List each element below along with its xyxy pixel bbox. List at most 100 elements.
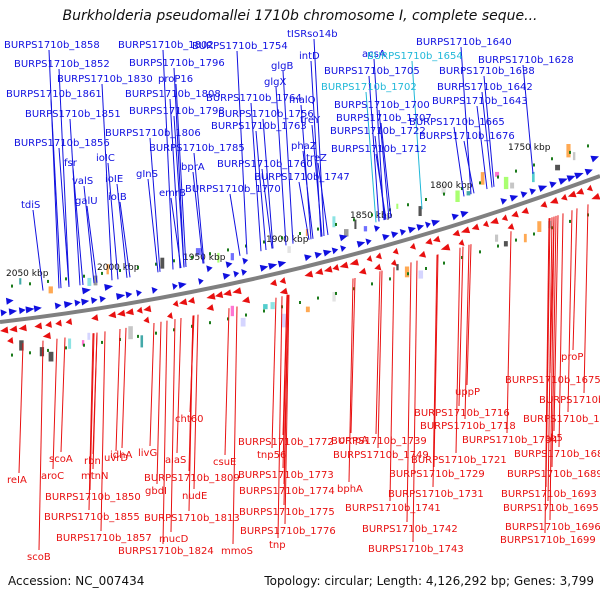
gene-arrow <box>242 257 249 265</box>
tick-mark <box>29 282 31 286</box>
leader-line <box>83 185 95 284</box>
feature-block <box>396 264 399 271</box>
gene-arrow <box>279 277 287 284</box>
gene-arrow <box>259 264 269 272</box>
gene-arrow <box>125 291 133 299</box>
gene-arrow <box>104 284 114 291</box>
forward-gene-label: BURPS1710b_1643 <box>432 96 528 107</box>
gene-arrow <box>375 252 382 260</box>
feature-block <box>503 241 508 247</box>
leader-line <box>282 70 294 244</box>
leader-line <box>455 247 461 454</box>
forward-gene-label: BURPS1710b_1770 <box>185 184 281 195</box>
gene-arrow <box>125 308 134 316</box>
leader-line <box>547 217 553 502</box>
tick-mark <box>425 197 427 201</box>
tick-mark <box>137 265 139 269</box>
tick-mark <box>389 277 391 281</box>
gene-arrow <box>390 259 397 267</box>
gene-arrow <box>151 286 158 294</box>
gene-arrow <box>549 181 557 189</box>
feature-block <box>363 226 368 232</box>
summary-label: Topology: circular; Length: 4,126,292 bp… <box>264 574 594 588</box>
gene-arrow <box>332 263 340 271</box>
feature-block <box>480 172 485 185</box>
forward-gene-label: BURPS1710b_1798 <box>129 106 225 117</box>
feature-block <box>230 305 234 317</box>
gene-arrow <box>452 229 461 237</box>
leader-line <box>162 49 174 270</box>
leader-line <box>229 193 241 256</box>
tick-mark <box>83 274 85 278</box>
tick-mark <box>335 291 337 295</box>
feature-block <box>418 270 424 279</box>
leader-line <box>377 270 383 449</box>
gene-arrow <box>500 198 508 205</box>
leader-line <box>298 181 310 240</box>
tick-mark <box>317 296 319 300</box>
forward-gene-label: BURPS1710b_1665 <box>409 117 505 128</box>
reverse-gene-label: uvrD <box>104 453 128 464</box>
reverse-gene-label: csuE <box>213 457 236 468</box>
gene-arrow <box>540 200 548 208</box>
leader-line <box>558 213 564 448</box>
feature-block <box>466 191 471 196</box>
leader-line <box>173 115 185 268</box>
gene-arrow <box>460 210 469 218</box>
gene-arrow <box>45 321 52 328</box>
feature-block <box>495 171 500 177</box>
leader-line <box>170 319 176 533</box>
reverse-gene-label: BURPS1710b_1729 <box>389 469 485 480</box>
leader-line <box>101 83 113 281</box>
forward-gene-label: BURPS1710b_1722 <box>330 126 426 137</box>
tick-mark <box>497 244 499 248</box>
ruler-label: 2050 kbp <box>6 269 49 279</box>
gene-arrow <box>34 322 43 330</box>
leader-line <box>192 171 204 264</box>
leader-line <box>375 153 387 220</box>
leader-line <box>100 331 106 532</box>
tick-mark <box>209 252 211 256</box>
feature-block <box>217 252 220 263</box>
gene-arrow <box>55 319 62 327</box>
leader-line <box>411 60 423 210</box>
leader-line <box>506 231 512 434</box>
ruler-label: 2000 kbp <box>97 263 140 273</box>
leader-line <box>365 91 377 223</box>
leader-line <box>375 271 381 435</box>
tick-mark <box>515 238 517 242</box>
leader-line <box>378 109 390 219</box>
leader-line <box>551 215 557 468</box>
leader-line <box>283 294 289 506</box>
tick-mark <box>65 346 67 350</box>
reverse-gene-label: BURPS1710b_1731 <box>388 489 484 500</box>
gene-arrow <box>136 306 143 314</box>
reverse-gene-label: mtnN <box>81 471 108 482</box>
feature-block <box>281 313 287 328</box>
reverse-gene-label: reIA <box>7 475 27 486</box>
leader-line <box>284 294 290 525</box>
feature-block <box>555 164 561 171</box>
reverse-gene-label: cht60 <box>175 414 203 425</box>
gene-arrow <box>356 240 366 248</box>
gene-arrow <box>81 298 90 306</box>
reverse-gene-label: BURPS1710b_1743 <box>368 544 464 555</box>
reverse-gene-label: BURPS1710b_1704 <box>462 435 558 446</box>
reverse-gene-label: scoA <box>49 454 73 465</box>
gene-arrow <box>223 289 232 297</box>
gene-arrow <box>374 263 382 271</box>
forward-gene-label: BURPS1710b_1851 <box>25 109 121 120</box>
map-title: Burkholderia pseudomallei 1710b chromoso… <box>62 8 538 24</box>
gene-arrow <box>268 262 278 270</box>
leader-line <box>466 244 472 386</box>
forward-gene-label: BURPS1710b_1806 <box>105 128 201 139</box>
leader-line <box>107 162 119 280</box>
leader-line <box>262 118 274 249</box>
feature-block <box>39 347 45 357</box>
gene-arrow <box>501 214 508 221</box>
forward-gene-label: gInS <box>136 169 158 180</box>
tick-mark <box>173 328 175 332</box>
feature-block <box>19 278 22 285</box>
reverse-gene-label: sb5 <box>545 433 563 444</box>
